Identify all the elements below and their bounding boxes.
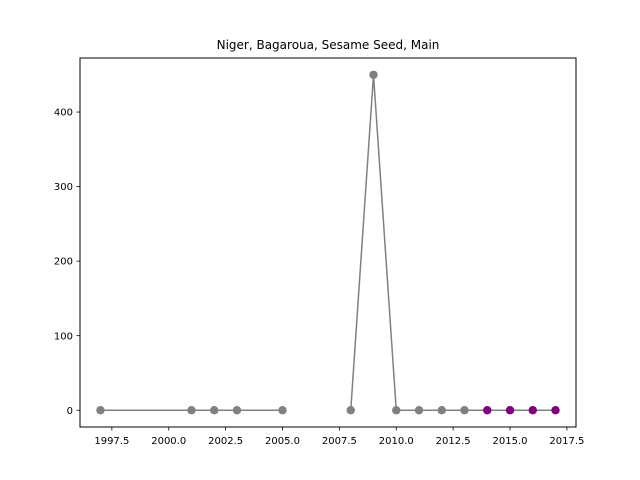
x-tick-label: 2000.0 [151,436,186,447]
data-point [369,70,378,79]
data-point [483,406,492,415]
data-point [346,406,355,415]
y-axis: 0 100 200 300 400 [54,108,80,417]
x-tick-label: 2007.5 [322,436,357,447]
data-point [232,406,242,415]
data-point [460,406,469,415]
y-tick-label: 100 [54,331,73,342]
series-line-segment [350,74,556,411]
y-tick-label: 300 [54,182,73,193]
data-point [528,406,537,415]
y-tick-label: 400 [54,108,73,119]
data-point [551,406,560,415]
x-tick-label: 2005.0 [265,436,300,447]
x-tick-label: 1997.5 [94,436,129,447]
x-tick-label: 2002.5 [208,436,243,447]
x-tick-label: 2017.5 [549,436,584,447]
x-tick-label: 2012.5 [436,436,471,447]
y-tick-label: 0 [67,406,73,417]
series-points [96,70,560,415]
data-point [187,406,196,415]
data-point [392,406,401,415]
chart-title: Niger, Bagaroua, Sesame Seed, Main [217,38,440,52]
data-point [96,406,105,415]
x-tick-label: 2015.0 [493,436,528,447]
y-tick-label: 200 [54,257,73,268]
data-point [437,406,446,415]
data-point [278,406,287,415]
axes-frame [79,57,577,428]
data-point [505,406,515,415]
data-point [414,406,424,415]
data-point [210,406,219,415]
x-axis: 1997.5 2000.0 2002.5 2005.0 2007.5 2010.0 2012… [94,427,584,447]
x-tick-label: 2010.0 [379,436,414,447]
